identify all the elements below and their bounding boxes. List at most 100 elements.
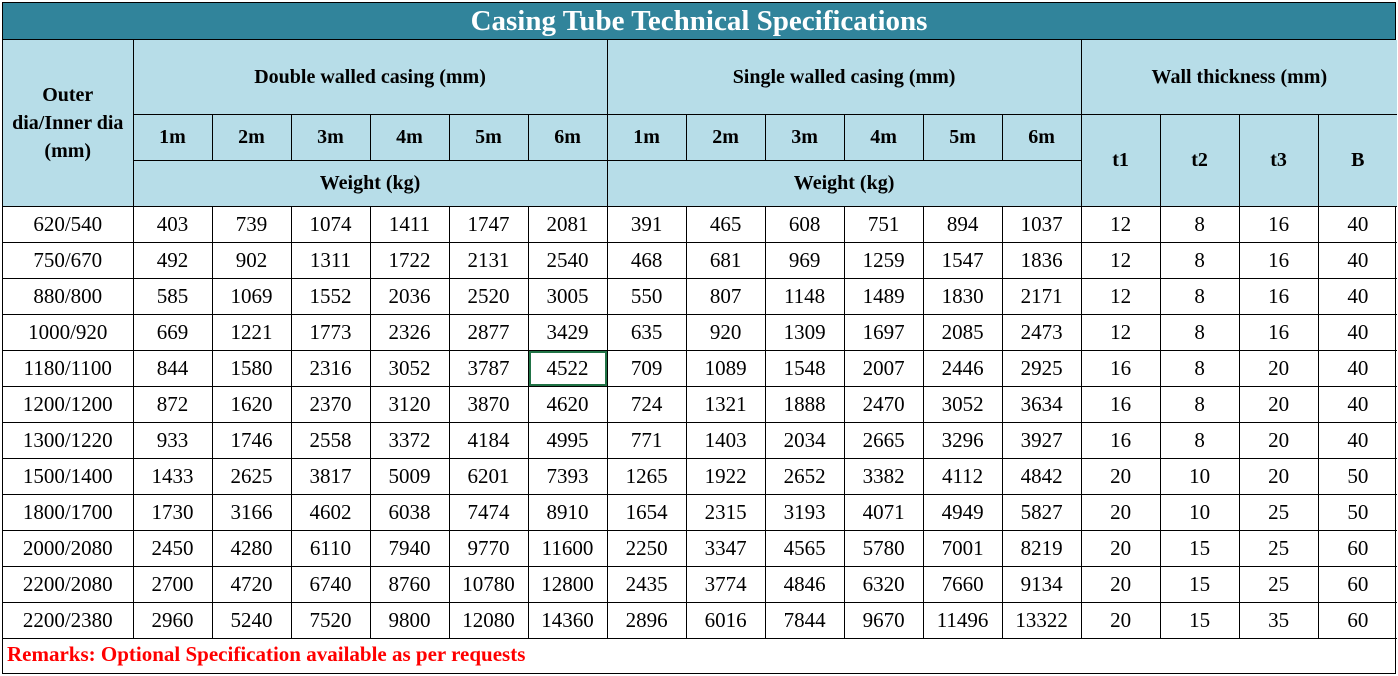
dia-cell[interactable]: 2200/2380 — [3, 602, 134, 639]
single-value-cell[interactable]: 3296 — [922, 422, 1003, 459]
single-value-cell[interactable]: 3193 — [764, 494, 845, 531]
double-value-cell[interactable]: 3120 — [369, 386, 450, 423]
single-value-cell[interactable]: 1697 — [843, 314, 924, 351]
wall-value-cell[interactable]: 8 — [1159, 314, 1240, 351]
single-value-cell[interactable]: 465 — [685, 206, 766, 243]
double-value-cell[interactable]: 4522 — [527, 350, 608, 387]
single-value-cell[interactable]: 550 — [606, 278, 687, 315]
double-value-cell[interactable]: 1069 — [211, 278, 292, 315]
single-value-cell[interactable]: 2171 — [1001, 278, 1082, 315]
wall-value-cell[interactable]: 12 — [1080, 206, 1161, 243]
wall-value-cell[interactable]: 8 — [1159, 278, 1240, 315]
single-value-cell[interactable]: 4071 — [843, 494, 924, 531]
double-value-cell[interactable]: 872 — [132, 386, 213, 423]
double-value-cell[interactable]: 7520 — [290, 602, 371, 639]
wall-value-cell[interactable]: 16 — [1080, 350, 1161, 387]
single-value-cell[interactable]: 11496 — [922, 602, 1003, 639]
double-value-cell[interactable]: 3870 — [448, 386, 529, 423]
double-value-cell[interactable]: 2540 — [527, 242, 608, 279]
single-value-cell[interactable]: 751 — [843, 206, 924, 243]
wall-value-cell[interactable]: 10 — [1159, 494, 1240, 531]
wall-value-cell[interactable]: 40 — [1317, 278, 1398, 315]
wall-value-cell[interactable]: 25 — [1238, 494, 1319, 531]
double-value-cell[interactable]: 2700 — [132, 566, 213, 603]
single-value-cell[interactable]: 1654 — [606, 494, 687, 531]
double-value-cell[interactable]: 2036 — [369, 278, 450, 315]
double-value-cell[interactable]: 2326 — [369, 314, 450, 351]
dia-cell[interactable]: 750/670 — [3, 242, 134, 279]
double-value-cell[interactable]: 2316 — [290, 350, 371, 387]
single-value-cell[interactable]: 3774 — [685, 566, 766, 603]
double-value-cell[interactable]: 3817 — [290, 458, 371, 495]
dia-cell[interactable]: 1500/1400 — [3, 458, 134, 495]
dia-cell[interactable]: 1200/1200 — [3, 386, 134, 423]
double-value-cell[interactable]: 8910 — [527, 494, 608, 531]
wall-value-cell[interactable]: 8 — [1159, 242, 1240, 279]
single-value-cell[interactable]: 681 — [685, 242, 766, 279]
double-value-cell[interactable]: 1221 — [211, 314, 292, 351]
single-value-cell[interactable]: 13322 — [1001, 602, 1082, 639]
double-value-cell[interactable]: 4995 — [527, 422, 608, 459]
wall-value-cell[interactable]: 50 — [1317, 458, 1398, 495]
single-value-cell[interactable]: 1148 — [764, 278, 845, 315]
single-value-cell[interactable]: 391 — [606, 206, 687, 243]
dia-cell[interactable]: 2200/2080 — [3, 566, 134, 603]
double-value-cell[interactable]: 1722 — [369, 242, 450, 279]
dia-cell[interactable]: 1180/1100 — [3, 350, 134, 387]
double-value-cell[interactable]: 1411 — [369, 206, 450, 243]
single-value-cell[interactable]: 2007 — [843, 350, 924, 387]
wall-value-cell[interactable]: 16 — [1080, 422, 1161, 459]
single-value-cell[interactable]: 5780 — [843, 530, 924, 567]
single-value-cell[interactable]: 9670 — [843, 602, 924, 639]
single-value-cell[interactable]: 6016 — [685, 602, 766, 639]
single-value-cell[interactable]: 8219 — [1001, 530, 1082, 567]
single-value-cell[interactable]: 969 — [764, 242, 845, 279]
dia-cell[interactable]: 2000/2080 — [3, 530, 134, 567]
double-value-cell[interactable]: 669 — [132, 314, 213, 351]
single-value-cell[interactable]: 894 — [922, 206, 1003, 243]
single-value-cell[interactable]: 608 — [764, 206, 845, 243]
double-value-cell[interactable]: 2370 — [290, 386, 371, 423]
double-value-cell[interactable]: 739 — [211, 206, 292, 243]
single-value-cell[interactable]: 1836 — [1001, 242, 1082, 279]
double-value-cell[interactable]: 2960 — [132, 602, 213, 639]
single-value-cell[interactable]: 2473 — [1001, 314, 1082, 351]
dia-cell[interactable]: 620/540 — [3, 206, 134, 243]
double-value-cell[interactable]: 11600 — [527, 530, 608, 567]
dia-cell[interactable]: 1000/920 — [3, 314, 134, 351]
double-value-cell[interactable]: 844 — [132, 350, 213, 387]
double-value-cell[interactable]: 1552 — [290, 278, 371, 315]
double-value-cell[interactable]: 1746 — [211, 422, 292, 459]
double-value-cell[interactable]: 1730 — [132, 494, 213, 531]
single-value-cell[interactable]: 1403 — [685, 422, 766, 459]
single-value-cell[interactable]: 2435 — [606, 566, 687, 603]
single-value-cell[interactable]: 5827 — [1001, 494, 1082, 531]
double-value-cell[interactable]: 2558 — [290, 422, 371, 459]
single-value-cell[interactable]: 2925 — [1001, 350, 1082, 387]
single-value-cell[interactable]: 2250 — [606, 530, 687, 567]
single-value-cell[interactable]: 2034 — [764, 422, 845, 459]
wall-value-cell[interactable]: 25 — [1238, 530, 1319, 567]
single-value-cell[interactable]: 1259 — [843, 242, 924, 279]
double-value-cell[interactable]: 4720 — [211, 566, 292, 603]
dia-cell[interactable]: 880/800 — [3, 278, 134, 315]
double-value-cell[interactable]: 3429 — [527, 314, 608, 351]
double-value-cell[interactable]: 10780 — [448, 566, 529, 603]
double-value-cell[interactable]: 3372 — [369, 422, 450, 459]
double-value-cell[interactable]: 2877 — [448, 314, 529, 351]
double-value-cell[interactable]: 6110 — [290, 530, 371, 567]
single-value-cell[interactable]: 1830 — [922, 278, 1003, 315]
wall-value-cell[interactable]: 20 — [1080, 458, 1161, 495]
single-value-cell[interactable]: 1321 — [685, 386, 766, 423]
double-value-cell[interactable]: 4280 — [211, 530, 292, 567]
single-value-cell[interactable]: 1489 — [843, 278, 924, 315]
wall-value-cell[interactable]: 16 — [1238, 278, 1319, 315]
wall-value-cell[interactable]: 16 — [1080, 386, 1161, 423]
double-value-cell[interactable]: 5009 — [369, 458, 450, 495]
single-value-cell[interactable]: 2085 — [922, 314, 1003, 351]
wall-value-cell[interactable]: 16 — [1238, 314, 1319, 351]
double-value-cell[interactable]: 6201 — [448, 458, 529, 495]
single-value-cell[interactable]: 3382 — [843, 458, 924, 495]
double-value-cell[interactable]: 2081 — [527, 206, 608, 243]
wall-value-cell[interactable]: 12 — [1080, 314, 1161, 351]
